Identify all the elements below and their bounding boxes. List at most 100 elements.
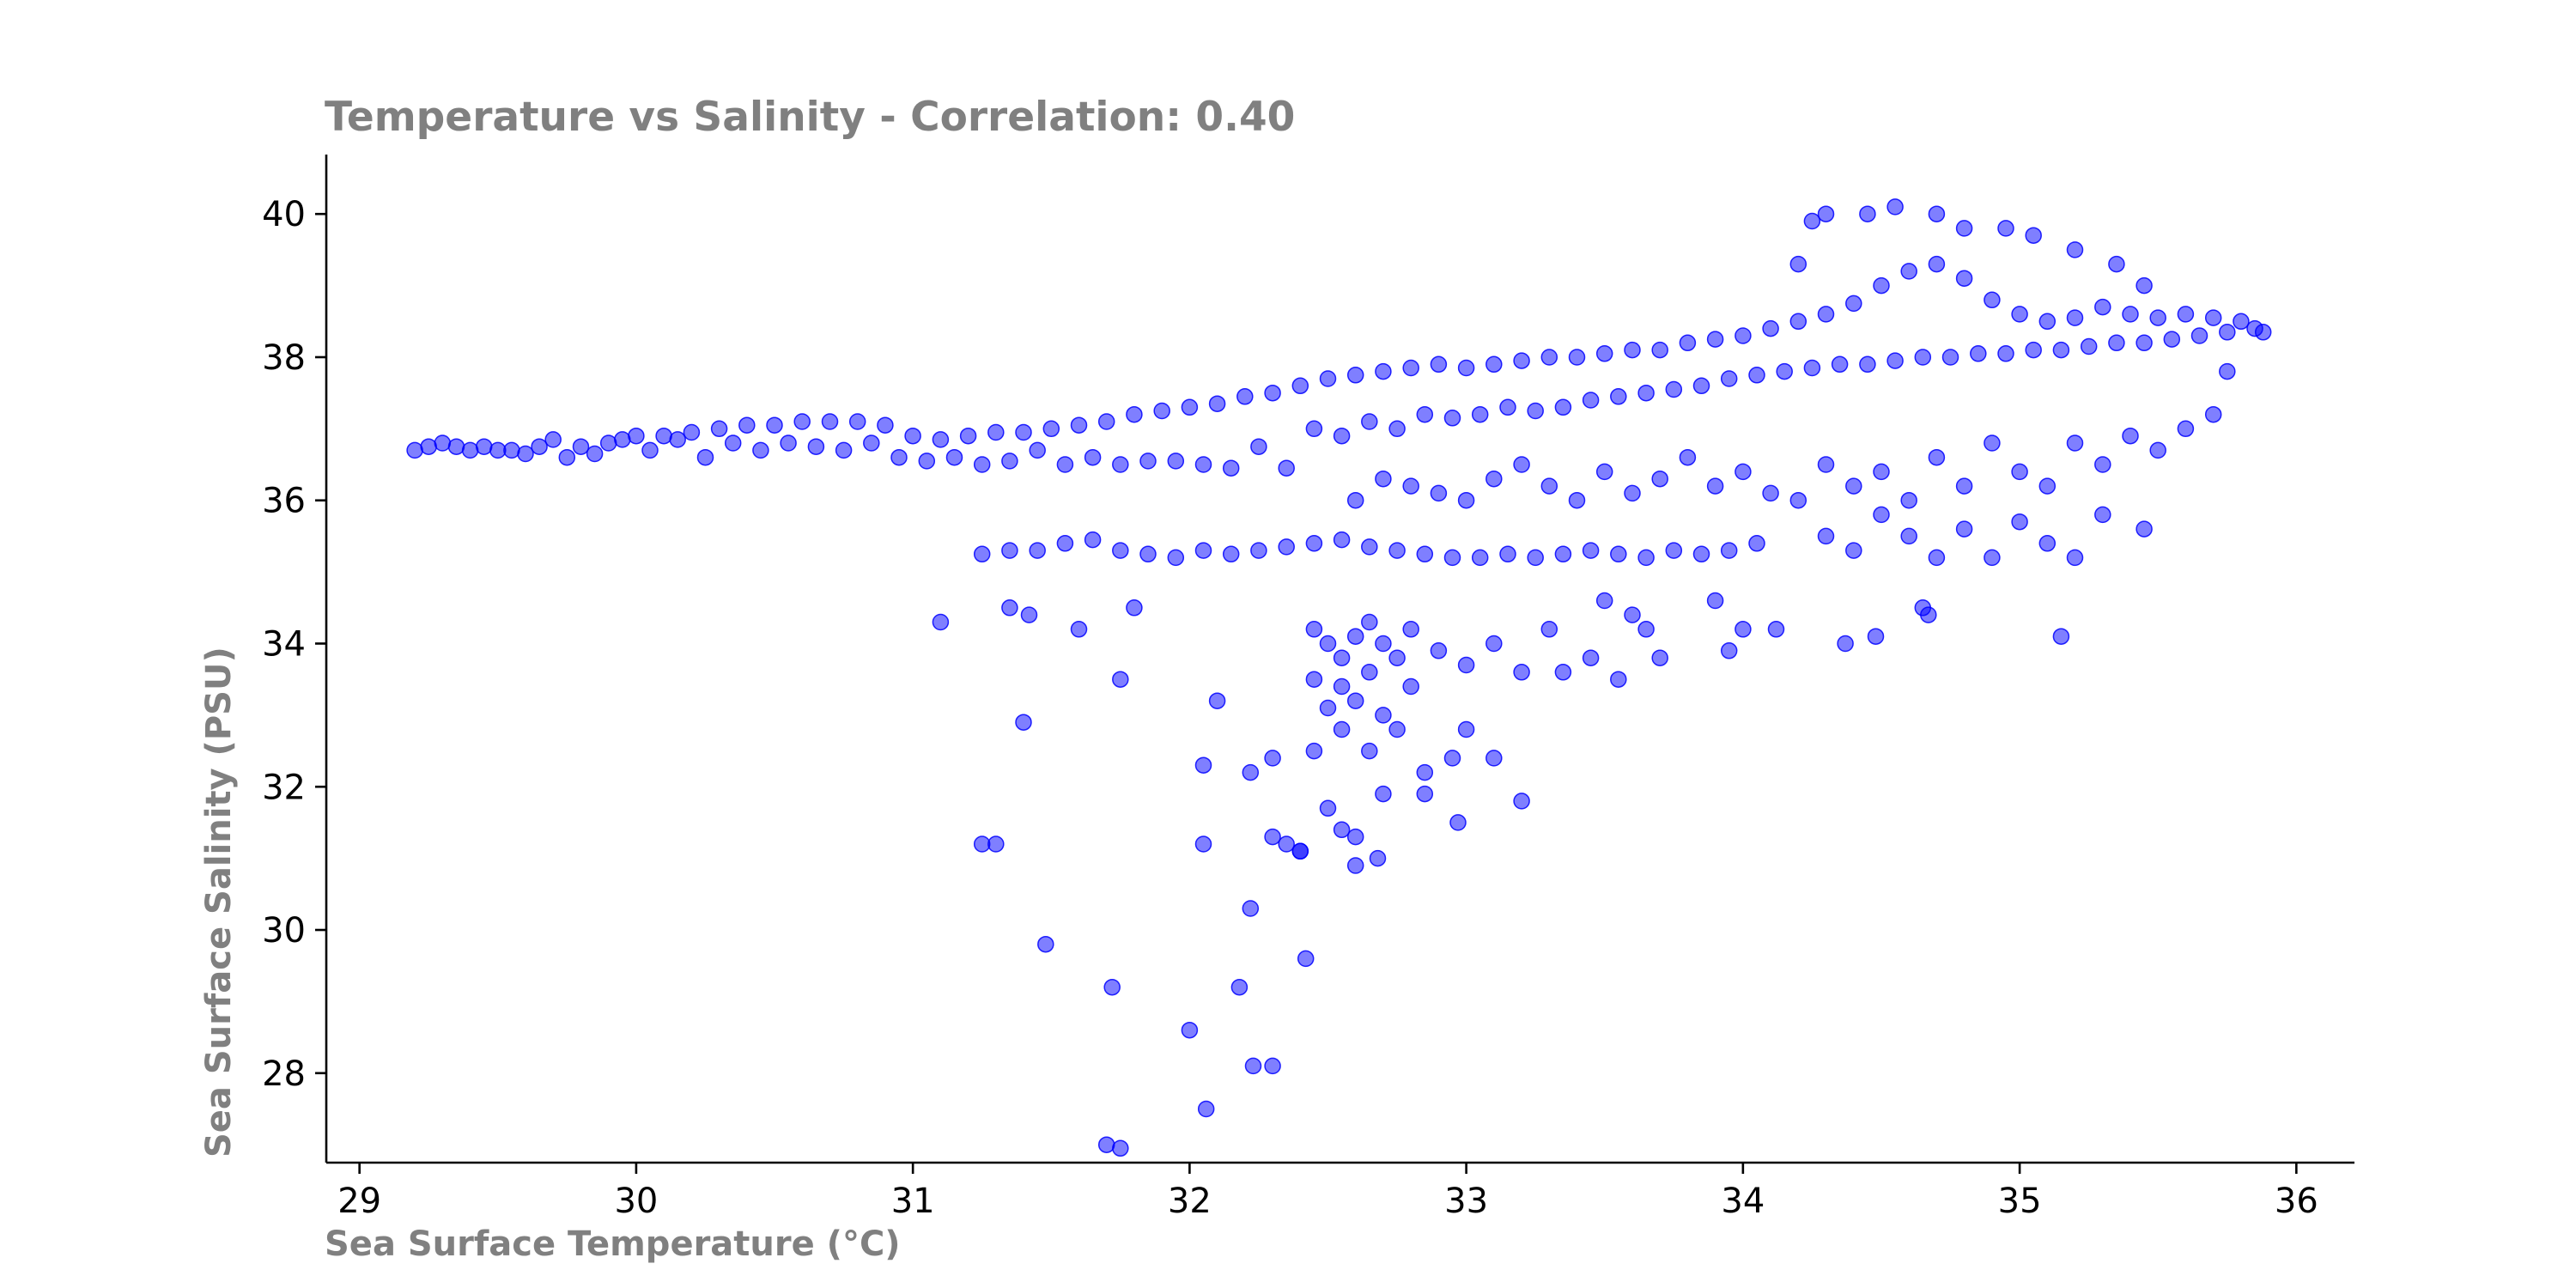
- data-point: [1527, 402, 1544, 420]
- data-point: [1230, 978, 1249, 996]
- data-point: [1610, 671, 1627, 688]
- data-point: [1610, 388, 1627, 405]
- data-point: [1928, 255, 1946, 273]
- data-point: [2122, 427, 2139, 445]
- data-point: [918, 453, 936, 470]
- data-point: [1070, 416, 1088, 434]
- data-point: [2254, 324, 2272, 341]
- data-point: [738, 416, 756, 434]
- data-point: [1665, 542, 1683, 559]
- data-point: [1582, 649, 1600, 666]
- x-tick-label: 36: [2275, 1182, 2318, 1221]
- data-point: [1361, 613, 1378, 631]
- data-point: [987, 423, 1005, 441]
- data-point: [1375, 785, 1392, 803]
- data-point: [987, 835, 1005, 853]
- data-point: [1637, 384, 1655, 402]
- y-tick-label: 28: [262, 1054, 306, 1094]
- data-point: [517, 445, 534, 463]
- data-point: [2108, 334, 2125, 352]
- data-point: [1388, 720, 1406, 738]
- data-point: [1955, 220, 1973, 237]
- data-point: [1015, 423, 1032, 441]
- data-point: [1305, 742, 1323, 760]
- data-point: [1264, 828, 1281, 846]
- data-point: [558, 448, 576, 466]
- data-point: [1278, 459, 1295, 477]
- data-point: [1610, 545, 1627, 563]
- data-point: [1624, 341, 1641, 359]
- data-point: [669, 431, 686, 448]
- data-point: [1319, 635, 1337, 653]
- data-point: [1748, 367, 1765, 384]
- data-point: [1457, 656, 1475, 674]
- data-point: [614, 431, 631, 448]
- data-point: [710, 420, 728, 438]
- data-point: [2066, 434, 2084, 452]
- data-point: [1499, 398, 1516, 416]
- data-point: [1126, 405, 1143, 423]
- data-point: [1928, 549, 1946, 567]
- data-point: [1513, 664, 1530, 681]
- data-point: [1242, 900, 1260, 917]
- data-point: [1471, 405, 1489, 423]
- data-point: [1020, 606, 1038, 623]
- data-point: [2094, 506, 2111, 524]
- data-point: [1485, 355, 1503, 374]
- data-point: [2219, 324, 2236, 341]
- data-point: [1369, 849, 1387, 867]
- data-point: [1582, 392, 1600, 409]
- data-point: [1015, 714, 1032, 731]
- data-point: [1485, 750, 1503, 767]
- data-point: [1333, 531, 1351, 549]
- data-point: [1084, 531, 1102, 549]
- data-point: [1194, 542, 1212, 559]
- data-point: [1319, 370, 1337, 387]
- data-point: [1720, 370, 1738, 387]
- data-point: [1789, 255, 1807, 273]
- data-point: [1845, 542, 1862, 559]
- data-point: [1817, 456, 1835, 473]
- data-point: [1900, 527, 1917, 545]
- data-point: [2066, 241, 2084, 258]
- x-tick-label: 31: [891, 1182, 935, 1221]
- data-point: [1651, 470, 1668, 488]
- data-point: [2177, 306, 2195, 323]
- data-point: [2025, 341, 2042, 359]
- data-point: [1333, 821, 1351, 839]
- data-point: [1867, 628, 1885, 645]
- x-tick-label: 30: [614, 1182, 658, 1221]
- data-point: [1873, 276, 1890, 295]
- data-point: [1540, 349, 1558, 366]
- data-point: [724, 434, 742, 452]
- data-point: [1595, 463, 1613, 481]
- data-point: [1319, 799, 1337, 817]
- data-point: [1706, 592, 1724, 610]
- data-point: [1837, 635, 1854, 653]
- data-point: [1333, 649, 1351, 666]
- data-point: [1208, 692, 1226, 709]
- data-point: [1767, 621, 1785, 638]
- data-point: [959, 427, 977, 445]
- data-point: [1817, 205, 1835, 222]
- data-point: [1665, 380, 1683, 398]
- data-point: [1706, 331, 1724, 348]
- data-point: [1375, 707, 1392, 724]
- y-tick-label: 32: [262, 768, 306, 807]
- data-point: [1222, 545, 1240, 563]
- data-point: [904, 427, 921, 445]
- data-point: [1859, 205, 1876, 222]
- data-point: [1955, 477, 1973, 495]
- data-point: [1416, 763, 1434, 781]
- data-point: [1776, 362, 1793, 380]
- data-point: [1112, 456, 1129, 473]
- data-point: [2011, 306, 2028, 323]
- data-point: [1416, 405, 1434, 423]
- data-point: [1139, 453, 1157, 470]
- data-point: [1859, 355, 1876, 374]
- data-point: [1443, 750, 1461, 767]
- data-point: [1651, 341, 1668, 359]
- data-point: [1333, 427, 1351, 445]
- data-point: [2136, 276, 2153, 295]
- data-point: [2094, 456, 2111, 473]
